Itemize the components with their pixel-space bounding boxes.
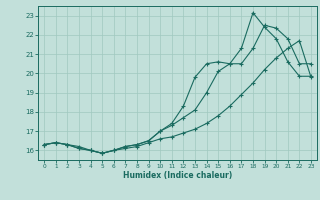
- X-axis label: Humidex (Indice chaleur): Humidex (Indice chaleur): [123, 171, 232, 180]
